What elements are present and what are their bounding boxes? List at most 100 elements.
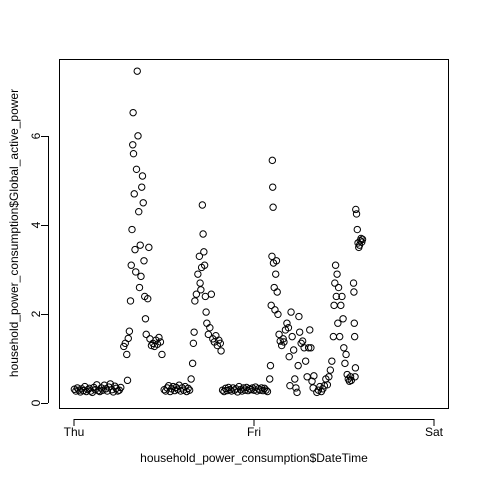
x-tick-label-sat: Sat: [425, 425, 444, 439]
y-tick-label-0: 0: [29, 399, 43, 406]
data-point: [131, 245, 139, 254]
data-point: [129, 141, 137, 149]
data-point: [279, 335, 287, 343]
data-point: [198, 201, 207, 209]
data-point: [304, 344, 313, 352]
data-point: [133, 67, 141, 75]
data-point: [144, 294, 152, 303]
data-point: [190, 328, 198, 336]
data-point: [289, 346, 298, 354]
data-point: [135, 207, 143, 216]
data-point: [135, 283, 144, 292]
data-point: [207, 290, 216, 298]
data-point: [288, 332, 296, 341]
y-axis-title: household_power_consumption$Global_activ…: [7, 89, 21, 377]
data-point: [197, 286, 205, 294]
data-point: [357, 234, 365, 243]
data-point: [358, 235, 367, 244]
data-point: [138, 172, 147, 180]
data-point: [333, 270, 341, 278]
data-point: [268, 252, 276, 261]
data-point: [146, 335, 154, 343]
data-point: [325, 373, 333, 381]
y-tick-label-6: 6: [29, 132, 43, 139]
data-point: [337, 301, 345, 310]
data-point: [136, 241, 144, 249]
data-point: [192, 290, 201, 298]
data-point: [145, 243, 153, 252]
data-point: [201, 292, 210, 301]
data-point: [284, 323, 293, 332]
data-point: [266, 375, 274, 383]
y-tick-label-2: 2: [29, 310, 43, 317]
data-point: [269, 183, 277, 191]
data-point: [323, 381, 332, 389]
data-point: [349, 279, 358, 287]
x-tick-thu: Thu: [64, 419, 85, 439]
x-axis-title: household_power_consumption$DateTime: [140, 451, 368, 465]
data-point: [266, 361, 275, 370]
data-point: [185, 386, 194, 394]
data-point: [301, 357, 310, 365]
data-point: [217, 347, 225, 355]
data-point: [285, 352, 293, 361]
data-point: [184, 384, 192, 393]
data-point: [189, 339, 198, 348]
x-tick-label-fri: Fri: [247, 425, 261, 439]
data-point: [346, 373, 355, 381]
data-point: [216, 339, 225, 348]
data-point: [313, 388, 321, 397]
data-point: [127, 261, 135, 269]
data-point: [329, 332, 338, 341]
data-point: [340, 344, 348, 352]
data-point: [271, 306, 279, 314]
data-point: [294, 361, 302, 370]
data-point: [292, 384, 300, 392]
data-point: [263, 387, 272, 396]
data-point: [117, 383, 125, 392]
data-point: [334, 283, 343, 292]
data-point: [334, 319, 342, 327]
data-point: [336, 332, 344, 341]
data-point: [199, 230, 207, 238]
data-point: [125, 327, 134, 335]
data-point: [139, 199, 147, 207]
x-tick-sat: Sat: [425, 419, 444, 439]
data-point: [291, 375, 299, 383]
data-point: [103, 387, 112, 395]
data-point: [274, 310, 282, 319]
data-point: [293, 388, 301, 397]
y-tick-2: 2: [29, 310, 48, 317]
data-point: [155, 333, 163, 342]
data-point: [203, 319, 211, 327]
data-point: [298, 337, 307, 345]
data-point: [270, 283, 278, 292]
data-point: [123, 350, 131, 359]
data-point: [132, 268, 140, 276]
data-point: [194, 270, 202, 278]
data-point: [350, 319, 358, 327]
data-point: [307, 344, 315, 352]
data-point: [204, 330, 213, 339]
data-point: [206, 323, 214, 332]
data-point: [320, 381, 329, 390]
data-point: [129, 108, 137, 117]
data-point: [191, 297, 199, 305]
data-point: [128, 225, 136, 234]
data-point: [326, 366, 335, 374]
data-point: [200, 261, 209, 269]
data-point: [283, 319, 291, 327]
data-point: [134, 132, 142, 140]
x-tick-label-thu: Thu: [64, 425, 85, 439]
data-point: [351, 373, 359, 381]
data-point: [126, 297, 135, 305]
data-point: [341, 359, 349, 368]
data-point: [272, 257, 281, 265]
data-point: [331, 261, 340, 269]
y-tick-4: 4: [29, 221, 48, 228]
data-point: [129, 149, 138, 158]
points-layer: [70, 67, 367, 397]
data-point: [200, 248, 208, 256]
data-point: [272, 270, 280, 278]
